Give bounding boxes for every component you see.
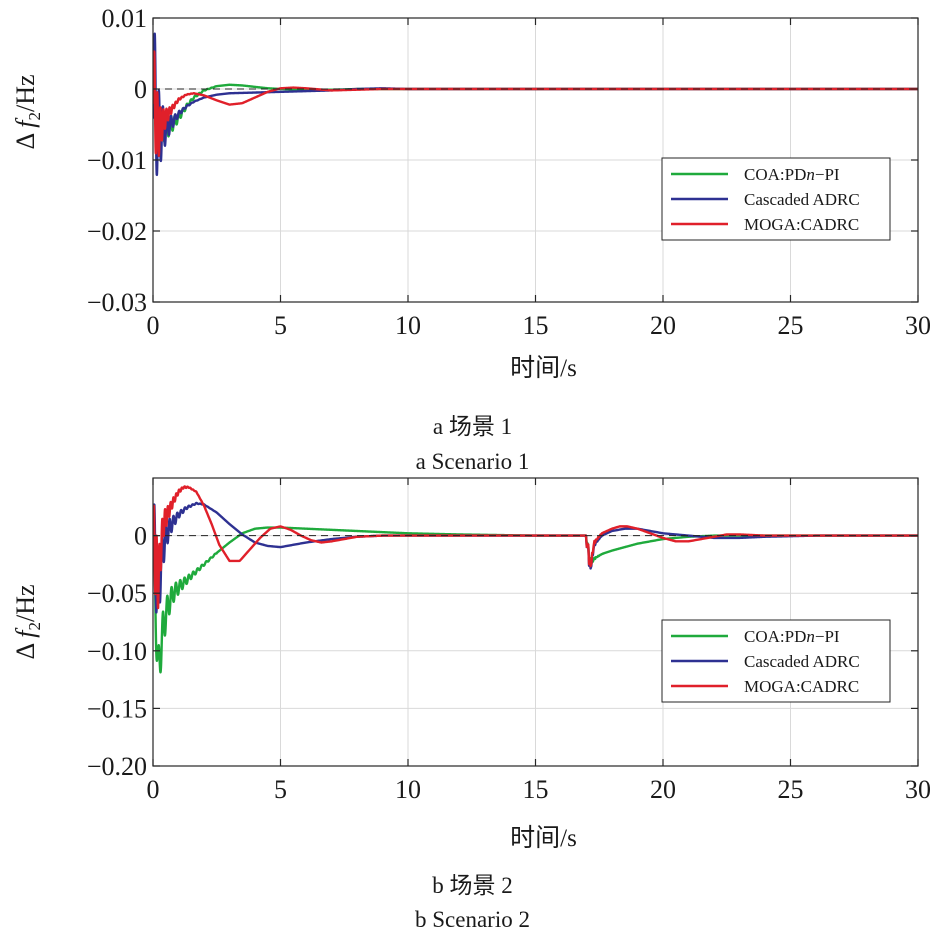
y-tick-label: 0 xyxy=(134,522,147,551)
panel-a-caption-en: a Scenario 1 xyxy=(415,449,530,474)
x-tick-label: 30 xyxy=(905,775,931,804)
x-tick-label: 5 xyxy=(274,311,287,340)
series-line-moga-cadrc xyxy=(153,485,918,610)
y-tick-label: −0.15 xyxy=(87,694,147,723)
legend-entry-label: MOGA:CADRC xyxy=(744,677,859,696)
x-tick-label: 25 xyxy=(778,775,804,804)
chart-panel-a: 0 5 10 15 20 25 30 0.01 0 −0.01 −0.02 −0.03 时间/s Δ f2… xyxy=(11,4,931,382)
x-tick-label: 15 xyxy=(523,311,549,340)
x-tick-label: 0 xyxy=(147,775,160,804)
x-tick-label: 25 xyxy=(778,311,804,340)
x-tick-label: 5 xyxy=(274,775,287,804)
x-tick-label: 0 xyxy=(147,311,160,340)
legend-entry-label: COA:PDn−PI xyxy=(744,165,840,184)
legend-entry-label: MOGA:CADRC xyxy=(744,215,859,234)
panel-b-caption-en: b Scenario 2 xyxy=(415,907,530,932)
legend-entry-label: Cascaded ADRC xyxy=(744,652,860,671)
y-tick-label: −0.03 xyxy=(87,288,147,317)
x-tick-label: 20 xyxy=(650,311,676,340)
x-tick-label: 10 xyxy=(395,775,421,804)
x-tick-label: 15 xyxy=(523,775,549,804)
legend-entry-label: Cascaded ADRC xyxy=(744,190,860,209)
x-tick-label: 10 xyxy=(395,311,421,340)
x-tick-label: 30 xyxy=(905,311,931,340)
y-tick-label: −0.01 xyxy=(87,146,147,175)
y-tick-label: −0.02 xyxy=(87,217,147,246)
y-axis-label: Δ f2/Hz xyxy=(11,74,44,149)
y-tick-label: 0 xyxy=(134,75,147,104)
x-tick-label: 20 xyxy=(650,775,676,804)
legend: COA:PDn−PI Cascaded ADRC MOGA:CADRC xyxy=(661,619,891,703)
y-tick-label: −0.10 xyxy=(87,637,147,666)
y-axis-label: Δ f2/Hz xyxy=(11,584,44,659)
panel-a-caption-cn: a 场景 1 xyxy=(432,414,513,439)
panel-b-caption-cn: b 场景 2 xyxy=(432,873,513,898)
legend: COA:PDn−PI Cascaded ADRC MOGA:CADRC xyxy=(661,157,891,241)
y-tick-label: 0.01 xyxy=(102,4,148,33)
y-tick-label: −0.20 xyxy=(87,752,147,781)
y-tick-label: −0.05 xyxy=(87,579,147,608)
chart-panel-b: 0 5 10 15 20 25 30 0 −0.05 −0.10 −0.15 −0.20 时间/s Δ f… xyxy=(11,477,931,852)
legend-entry-label: COA:PDn−PI xyxy=(744,627,840,646)
x-axis-label: 时间/s xyxy=(510,354,577,382)
x-axis-label: 时间/s xyxy=(510,824,577,852)
